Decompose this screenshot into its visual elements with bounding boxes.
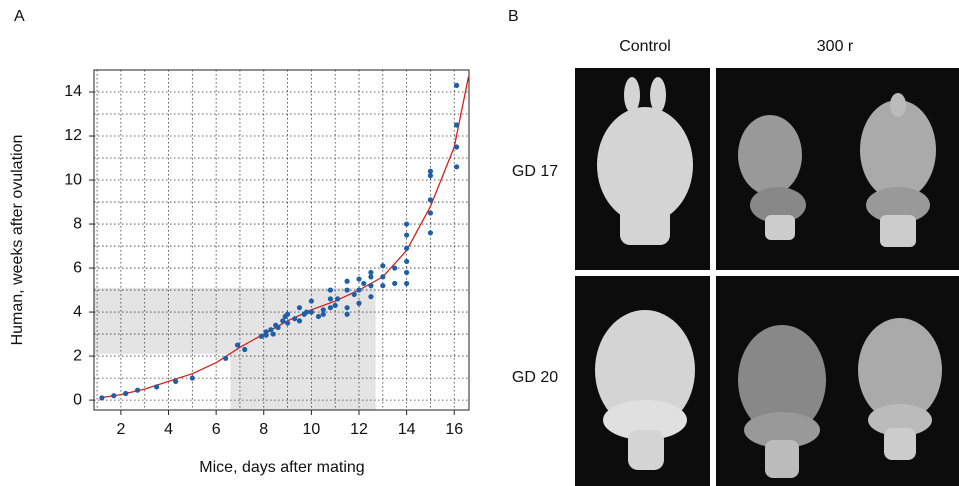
data-point <box>296 318 303 324</box>
data-point <box>320 307 326 313</box>
data-point <box>427 230 434 236</box>
data-point <box>368 283 374 289</box>
data-point <box>99 395 105 401</box>
data-point <box>284 320 291 326</box>
panel-label: A <box>14 8 25 25</box>
data-point <box>368 294 374 300</box>
x-tick-label: 6 <box>212 421 221 438</box>
data-point <box>356 287 362 293</box>
x-tick-label: 14 <box>398 421 416 438</box>
data-point <box>154 384 160 390</box>
column-label: Control <box>619 38 671 55</box>
y-tick-label: 6 <box>73 259 82 276</box>
data-point <box>327 305 334 311</box>
shaded-region <box>230 353 376 410</box>
data-point <box>392 280 398 287</box>
x-tick-label: 16 <box>445 421 463 438</box>
data-point <box>380 274 386 280</box>
data-point <box>280 318 286 324</box>
y-axis-label: Human, weeks after ovulation <box>9 135 26 346</box>
data-point <box>404 232 410 238</box>
data-point <box>308 298 314 304</box>
y-tick-label: 12 <box>64 127 82 144</box>
panel-label: B <box>508 8 519 25</box>
y-tick-label: 14 <box>64 83 82 100</box>
data-point <box>304 309 310 315</box>
data-point <box>404 245 410 251</box>
x-tick-label: 8 <box>259 421 268 438</box>
data-point <box>454 164 460 170</box>
data-point <box>454 82 460 89</box>
data-point <box>320 311 326 317</box>
x-tick-label: 2 <box>116 421 125 438</box>
data-point <box>223 355 229 361</box>
data-point <box>327 287 334 293</box>
column-label: 300 r <box>817 38 854 55</box>
data-point <box>427 197 434 203</box>
data-point <box>334 296 341 302</box>
data-point <box>404 221 410 227</box>
data-point <box>327 296 334 302</box>
data-point <box>173 378 179 384</box>
data-point <box>427 168 434 174</box>
data-point <box>263 332 269 338</box>
data-point <box>123 390 129 397</box>
data-point <box>404 269 410 276</box>
data-point <box>344 311 350 317</box>
data-point <box>361 280 367 287</box>
y-tick-label: 0 <box>73 391 82 408</box>
data-point <box>392 265 398 271</box>
data-point <box>296 305 303 311</box>
data-point <box>189 375 195 381</box>
data-point <box>368 274 374 280</box>
x-axis-label: Mice, days after mating <box>199 459 364 476</box>
data-point <box>270 331 276 337</box>
y-tick-label: 4 <box>73 303 82 320</box>
data-point <box>315 313 322 320</box>
row-label: GD 17 <box>512 163 558 180</box>
data-point <box>308 309 314 315</box>
data-point <box>380 283 386 289</box>
data-point <box>356 300 362 306</box>
data-point <box>404 258 410 265</box>
data-point <box>427 210 434 216</box>
data-point <box>242 346 248 353</box>
data-point <box>258 333 264 339</box>
data-point <box>344 305 350 311</box>
data-point <box>268 327 274 333</box>
photo-grid: Control 300 r GD 17 GD 20 <box>512 38 959 486</box>
data-point <box>344 278 350 284</box>
y-tick-label: 10 <box>64 171 82 188</box>
data-point <box>454 122 460 128</box>
x-tick-label: 10 <box>302 421 320 438</box>
data-point <box>234 342 241 348</box>
data-point <box>368 269 374 276</box>
data-point <box>275 324 281 331</box>
data-point <box>404 280 410 287</box>
data-point <box>351 291 357 298</box>
brain <box>595 77 942 478</box>
shaded-region <box>94 287 376 354</box>
plot-frame <box>93 69 470 411</box>
data-point <box>356 276 362 282</box>
data-point <box>284 311 291 317</box>
data-point <box>427 173 434 179</box>
plot: 2 4 6 8 10 12 14 16 0 2 4 6 8 10 12 14 <box>64 69 470 438</box>
row-label: GD 20 <box>512 369 558 386</box>
data-point <box>292 316 298 322</box>
data-point <box>380 263 386 269</box>
data-point <box>134 387 141 393</box>
data-point <box>111 393 117 399</box>
y-tick-label: 2 <box>73 347 82 364</box>
x-tick-label: 4 <box>164 421 173 438</box>
x-tick-label: 12 <box>350 421 368 438</box>
y-tick-label: 8 <box>73 215 82 232</box>
data-point <box>332 302 338 309</box>
data-point <box>454 144 460 150</box>
data-point <box>344 287 350 293</box>
